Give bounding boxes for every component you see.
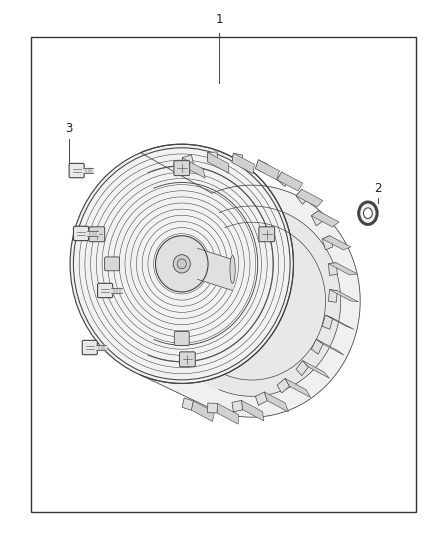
Polygon shape bbox=[329, 289, 358, 302]
Polygon shape bbox=[328, 263, 357, 275]
Ellipse shape bbox=[359, 202, 377, 224]
Polygon shape bbox=[316, 339, 344, 355]
Polygon shape bbox=[148, 166, 341, 396]
FancyBboxPatch shape bbox=[98, 284, 113, 297]
FancyBboxPatch shape bbox=[259, 227, 275, 242]
Polygon shape bbox=[325, 315, 354, 329]
Polygon shape bbox=[182, 158, 205, 178]
Polygon shape bbox=[111, 288, 122, 293]
Polygon shape bbox=[277, 172, 303, 191]
Polygon shape bbox=[154, 182, 325, 380]
Ellipse shape bbox=[230, 255, 235, 284]
Polygon shape bbox=[265, 392, 288, 412]
FancyBboxPatch shape bbox=[105, 257, 120, 271]
Polygon shape bbox=[232, 153, 254, 174]
Polygon shape bbox=[285, 378, 311, 398]
Text: 1: 1 bbox=[215, 13, 223, 26]
Ellipse shape bbox=[173, 255, 190, 273]
Ellipse shape bbox=[155, 236, 208, 292]
Bar bbox=[31, 37, 416, 512]
FancyBboxPatch shape bbox=[74, 227, 88, 240]
Polygon shape bbox=[255, 160, 267, 173]
Polygon shape bbox=[232, 400, 243, 412]
Polygon shape bbox=[241, 400, 264, 421]
Polygon shape bbox=[198, 248, 233, 290]
Polygon shape bbox=[232, 153, 243, 165]
Text: 3: 3 bbox=[66, 123, 73, 135]
Polygon shape bbox=[208, 152, 217, 162]
Polygon shape bbox=[141, 144, 360, 417]
FancyBboxPatch shape bbox=[174, 332, 189, 345]
FancyBboxPatch shape bbox=[82, 341, 97, 354]
Text: 2: 2 bbox=[374, 182, 381, 195]
Polygon shape bbox=[303, 360, 329, 378]
Polygon shape bbox=[277, 172, 290, 187]
Polygon shape bbox=[182, 155, 194, 167]
FancyBboxPatch shape bbox=[174, 160, 190, 175]
FancyBboxPatch shape bbox=[180, 352, 195, 367]
Polygon shape bbox=[296, 189, 323, 207]
Polygon shape bbox=[311, 211, 339, 227]
Polygon shape bbox=[255, 392, 267, 405]
Ellipse shape bbox=[70, 144, 293, 383]
Polygon shape bbox=[83, 168, 93, 173]
Polygon shape bbox=[255, 160, 279, 180]
Polygon shape bbox=[322, 315, 333, 329]
FancyBboxPatch shape bbox=[89, 227, 105, 242]
Polygon shape bbox=[296, 189, 308, 205]
Polygon shape bbox=[191, 401, 215, 422]
Polygon shape bbox=[217, 403, 238, 424]
Polygon shape bbox=[277, 378, 290, 393]
Ellipse shape bbox=[177, 259, 186, 269]
FancyBboxPatch shape bbox=[69, 164, 84, 177]
Polygon shape bbox=[87, 231, 98, 236]
Polygon shape bbox=[96, 345, 106, 350]
Polygon shape bbox=[208, 403, 217, 413]
Polygon shape bbox=[328, 263, 337, 276]
Polygon shape bbox=[322, 236, 351, 250]
Polygon shape bbox=[311, 339, 323, 354]
Polygon shape bbox=[208, 152, 229, 173]
Polygon shape bbox=[182, 398, 194, 410]
Ellipse shape bbox=[364, 208, 372, 219]
Polygon shape bbox=[311, 211, 323, 226]
Polygon shape bbox=[296, 360, 308, 376]
Polygon shape bbox=[328, 289, 337, 302]
Polygon shape bbox=[322, 236, 333, 250]
